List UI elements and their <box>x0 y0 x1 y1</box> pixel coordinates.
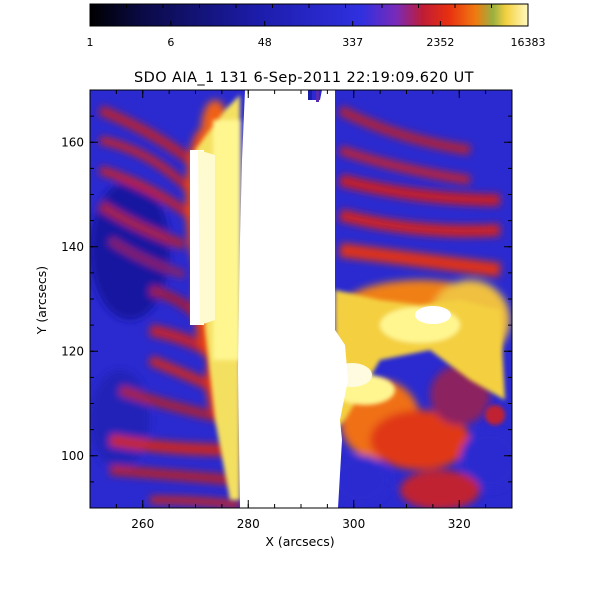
colorbar-tick-label: 1 <box>87 36 94 49</box>
y-tick-label: 120 <box>61 344 84 358</box>
solar-image <box>90 90 512 508</box>
y-tick-label: 160 <box>61 135 84 149</box>
x-tick-label: 260 <box>131 517 154 531</box>
y-axis: 100 120 140 160 <box>61 89 512 509</box>
x-tick-label: 300 <box>342 517 365 531</box>
colorbar-tick-label: 6 <box>167 36 174 49</box>
colorbar: 1 6 48 337 2352 16383 <box>87 3 546 49</box>
saturated-column <box>238 90 348 508</box>
x-axis: 260 280 300 320 <box>89 90 513 531</box>
colorbar-tick-label: 48 <box>258 36 272 49</box>
x-tick-label: 280 <box>237 517 260 531</box>
colorbar-tick-label: 337 <box>342 36 363 49</box>
colorbar-tick-label: 2352 <box>426 36 454 49</box>
y-tick-label: 140 <box>61 240 84 254</box>
y-axis-label: Y (arcsecs) <box>34 266 49 335</box>
colorbar-minor-ticks <box>89 4 529 26</box>
x-tick-label: 320 <box>448 517 471 531</box>
x-axis-label: X (arcsecs) <box>265 534 334 549</box>
image-title: SDO AIA_1 131 6-Sep-2011 22:19:09.620 UT <box>134 70 474 86</box>
colorbar-tick-label: 16383 <box>511 36 546 49</box>
y-tick-label: 100 <box>61 449 84 463</box>
colorbar-tick-labels: 1 6 48 337 2352 16383 <box>87 36 546 49</box>
saturated-blob-right <box>415 306 451 324</box>
